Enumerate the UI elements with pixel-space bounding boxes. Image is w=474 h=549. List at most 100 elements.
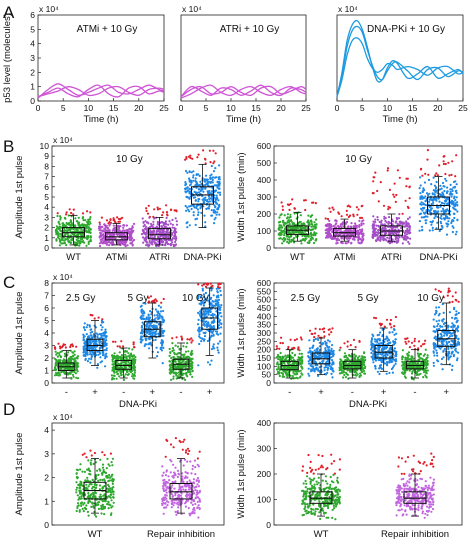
- x-tick-label: 10: [383, 103, 393, 113]
- data-point: [161, 334, 164, 337]
- data-point: [452, 226, 455, 229]
- data-point: [191, 364, 194, 367]
- data-point: [431, 226, 434, 229]
- data-point: [86, 221, 89, 224]
- data-point: [283, 234, 286, 237]
- data-point: [172, 375, 175, 378]
- data-point: [337, 211, 340, 214]
- data-point: [355, 206, 358, 209]
- data-point: [123, 240, 126, 243]
- data-point: [309, 229, 312, 232]
- data-point: [204, 309, 207, 313]
- data-point: [84, 358, 87, 361]
- y-tick-label: 6: [44, 182, 49, 192]
- data-point: [219, 289, 222, 292]
- data-point: [281, 342, 284, 345]
- axes-box: [336, 14, 464, 102]
- data-point: [213, 313, 216, 316]
- y-tick-label: 9: [44, 151, 49, 161]
- data-point: [185, 187, 188, 190]
- data-point: [189, 362, 192, 365]
- data-point: [293, 354, 296, 357]
- data-point: [89, 231, 92, 234]
- data-point: [105, 229, 108, 232]
- data-point: [300, 242, 303, 245]
- data-point: [99, 324, 102, 327]
- data-point: [352, 225, 355, 228]
- data-point: [92, 342, 95, 345]
- data-point: [154, 338, 157, 341]
- data-point: [101, 318, 104, 321]
- data-point: [147, 343, 150, 346]
- data-point: [307, 214, 310, 217]
- data-point: [166, 242, 169, 245]
- data-point: [420, 167, 423, 170]
- data-point: [404, 235, 407, 238]
- data-point: [86, 210, 89, 213]
- data-point: [332, 370, 335, 373]
- data-point: [300, 231, 303, 234]
- x-axis-label: DNA-PKi: [119, 399, 157, 410]
- data-point: [375, 239, 378, 242]
- data-point: [437, 206, 440, 209]
- data-point: [442, 217, 446, 220]
- data-point: [146, 221, 149, 224]
- data-point: [89, 353, 92, 356]
- data-point: [330, 349, 333, 352]
- data-point: [361, 235, 364, 238]
- data-point: [67, 368, 70, 371]
- data-point: [300, 338, 303, 341]
- data-point: [76, 242, 79, 245]
- data-point: [83, 322, 86, 325]
- data-point: [346, 237, 349, 240]
- data-point: [345, 228, 348, 232]
- data-point: [85, 244, 88, 247]
- data-point: [131, 244, 134, 247]
- data-point: [106, 233, 110, 236]
- data-point: [349, 205, 352, 208]
- data-point: [282, 355, 285, 358]
- data-point: [324, 236, 328, 239]
- data-point: [213, 222, 216, 225]
- data-point: [324, 347, 327, 350]
- data-point: [197, 153, 200, 156]
- data-point: [186, 342, 189, 345]
- data-point: [435, 186, 438, 189]
- data-point: [75, 376, 78, 379]
- data-point: [174, 240, 177, 243]
- data-point: [315, 348, 318, 351]
- data-point: [442, 160, 445, 163]
- data-point: [293, 207, 296, 210]
- data-point: [325, 355, 328, 358]
- x-tick-label: 0: [335, 103, 340, 113]
- data-point: [155, 300, 158, 303]
- data-point: [310, 225, 313, 228]
- data-point: [332, 351, 335, 355]
- data-point: [285, 235, 288, 238]
- data-point: [140, 315, 143, 318]
- data-point: [152, 230, 156, 233]
- data-point: [154, 242, 157, 245]
- data-point: [211, 312, 214, 316]
- data-point: [75, 368, 78, 372]
- data-point: [104, 365, 107, 368]
- data-point: [185, 195, 188, 199]
- data-point: [341, 223, 344, 226]
- data-point: [171, 233, 174, 236]
- data-point: [71, 357, 74, 360]
- data-point: [170, 369, 173, 372]
- data-point: [199, 180, 202, 183]
- category-label: WT: [290, 252, 305, 263]
- data-point: [402, 238, 406, 241]
- data-point: [376, 218, 379, 221]
- data-point: [329, 232, 332, 236]
- data-point: [289, 338, 292, 341]
- data-point: [69, 345, 72, 349]
- data-point: [192, 179, 195, 182]
- data-point: [153, 235, 156, 238]
- data-point: [311, 214, 314, 217]
- data-point: [276, 347, 279, 350]
- data-point: [127, 236, 130, 239]
- data-point: [301, 359, 304, 363]
